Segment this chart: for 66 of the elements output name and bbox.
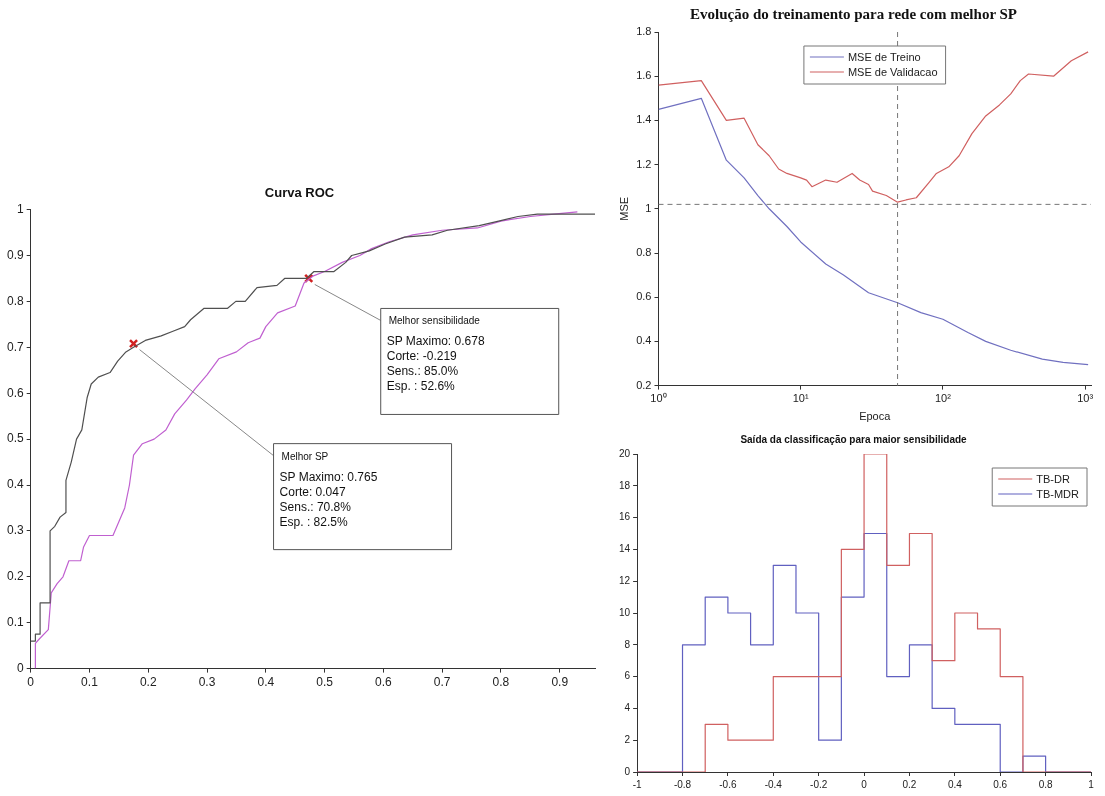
x-tick-label: 0.8 [492,675,510,690]
y-tick-label: 1 [645,201,652,214]
y-tick-label: 1.2 [636,157,652,170]
x-tick-label: 0.9 [551,675,569,690]
x-tick-label: 0.6 [375,675,393,690]
x-tick-label: 10² [934,392,952,405]
y-axis-title: MSE [617,196,630,221]
x-tick-label: -0.8 [673,778,692,790]
legend-label: TB-DR [1036,473,1070,485]
y-tick-label: 0.4 [636,334,652,347]
x-tick-label: -0.2 [810,778,828,790]
y-tick-label: 20 [619,447,631,459]
x-tick-label: -1 [632,778,642,790]
x-tick-label: 0.8 [1038,778,1053,790]
y-tick-label: 1.8 [636,25,652,38]
y-tick-label: 18 [619,479,631,491]
y-tick-label: 16 [619,511,631,523]
x-tick-label: 0.4 [947,778,963,790]
x-axis-title: Epoca [859,410,892,423]
x-tick-label: 0.4 [257,675,275,690]
y-tick-label: 0.2 [636,378,652,391]
legend-label: MSE de Validacao [847,66,938,78]
y-tick-label: 12 [619,574,631,586]
legend-label: TB-MDR [1036,488,1080,500]
x-tick-label: 10³ [1077,392,1094,405]
chart-title: Saída da classificação para maior sensibilidade [740,433,968,445]
y-tick-label: 8 [624,638,631,650]
y-tick-label: 0.2 [6,569,24,584]
x-tick-label: 0.7 [433,675,451,690]
annotation: Melhor SP SP Maximo: 0.765 Corte: 0.047 Sens.: 70.8% Esp. : 82.5% [279,450,378,529]
y-tick-label: 0.7 [6,339,24,354]
x-tick-label: 0.5 [316,675,334,690]
y-tick-label: 1.6 [636,69,652,82]
y-tick-label: 2 [624,733,631,745]
x-tick-label: 0 [27,675,35,690]
y-tick-label: 0.9 [6,247,24,262]
y-tick-label: 0.4 [6,477,24,492]
y-tick-label: 4 [624,702,631,714]
x-tick-label: 0 [861,778,868,790]
legend-label: MSE de Treino [847,51,921,63]
annotation: Melhor sensibilidade SP Maximo: 0.678 Corte: -0.219 Sens.: 85.0% Esp. : 52.6% [386,315,485,394]
y-tick-label: 10 [619,606,631,618]
chart-title: Evolução do treinamento para rede com melhor SP [689,5,1018,22]
chart-title: Curva ROC [264,185,335,201]
y-tick-label: 0.6 [636,290,652,303]
x-tick-label: 0.1 [81,675,99,690]
x-tick-label: 0.3 [198,675,216,690]
y-tick-label: 0 [16,660,24,675]
y-tick-label: 0 [624,765,631,777]
y-tick-label: 6 [624,670,631,682]
x-tick-label: -0.4 [764,778,783,790]
y-tick-label: 1.4 [636,113,652,126]
y-tick-label: 0.3 [6,523,24,538]
y-tick-label: 0.1 [6,615,24,630]
x-tick-label: 10¹ [792,392,809,405]
x-tick-label: 0.2 [902,778,917,790]
y-tick-label: 1 [16,201,24,216]
y-tick-label: 14 [619,543,631,555]
y-tick-label: 0.5 [6,431,24,446]
x-tick-label: 0.2 [139,675,157,690]
x-tick-label: -0.6 [719,778,737,790]
x-tick-label: 0.6 [993,778,1008,790]
y-tick-label: 0.8 [6,293,24,308]
y-tick-label: 0.8 [636,246,652,259]
x-tick-label: 1 [1088,778,1095,790]
x-tick-label: 10⁰ [650,392,667,405]
